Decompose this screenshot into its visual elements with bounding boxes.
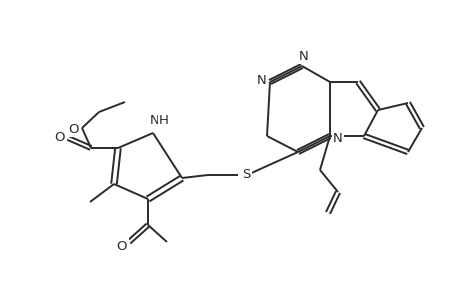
- Text: N: N: [257, 74, 266, 86]
- Text: O: O: [117, 239, 127, 253]
- Text: S: S: [241, 167, 250, 181]
- Text: O: O: [68, 122, 79, 136]
- Text: N: N: [150, 113, 160, 127]
- Text: O: O: [55, 130, 65, 143]
- Text: H: H: [159, 113, 168, 127]
- Text: N: N: [298, 50, 308, 62]
- Text: N: N: [332, 131, 342, 145]
